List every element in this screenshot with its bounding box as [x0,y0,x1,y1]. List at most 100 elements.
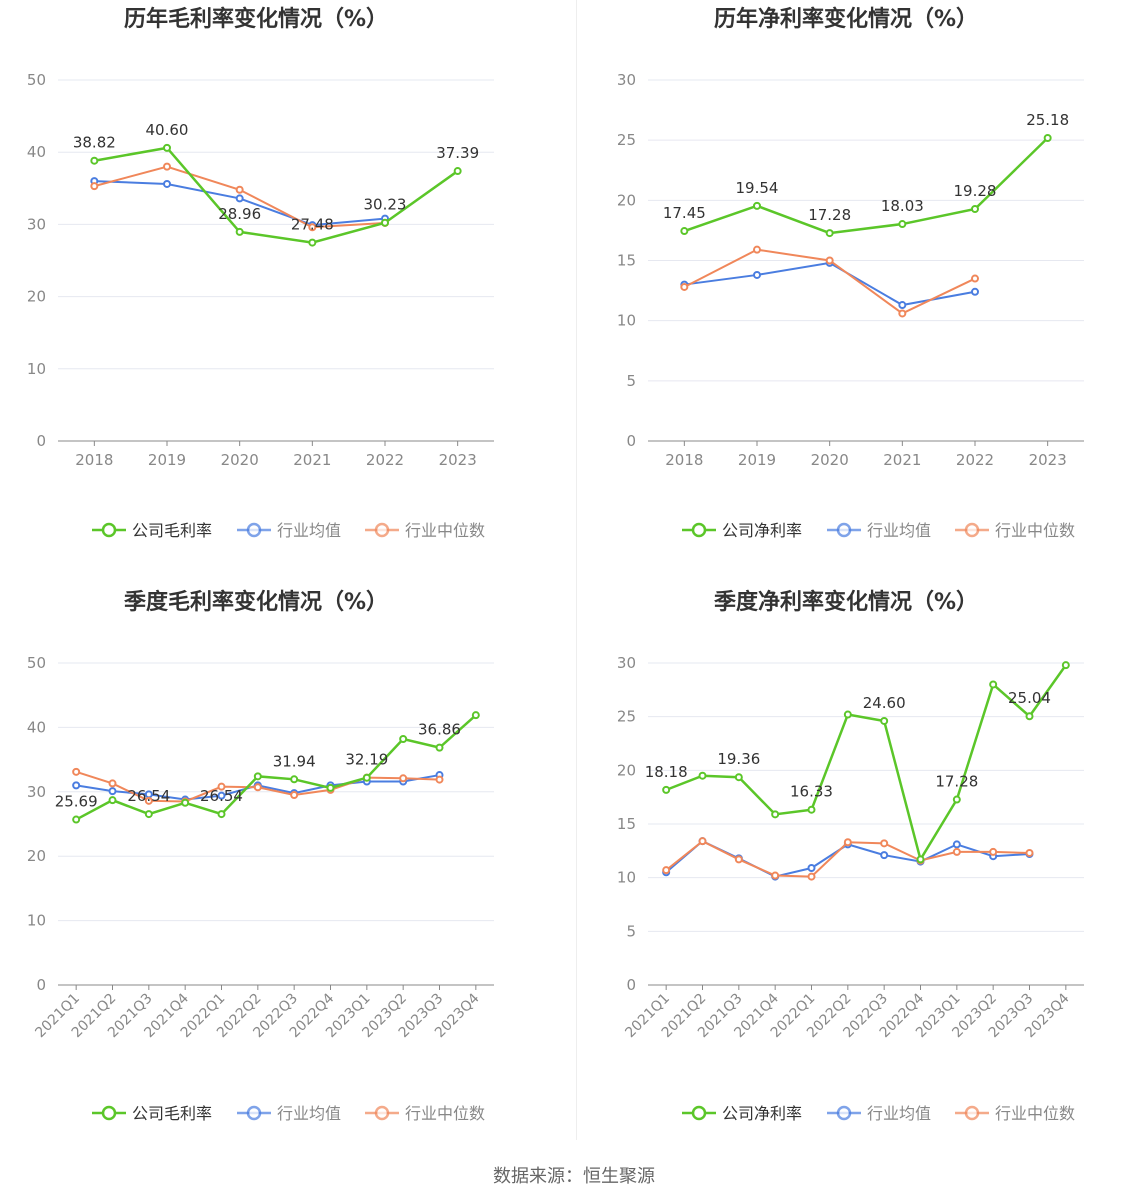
series-line-0 [683,137,1049,235]
series-line-0 [75,714,477,821]
data-label: 31.94 [273,752,316,770]
data-point [898,309,907,318]
y-tick-label: 20 [27,847,46,865]
x-tick-label: 2018 [665,451,703,469]
series-line-0 [94,146,459,244]
legend-label: 行业均值 [867,521,931,540]
data-label: 36.86 [418,721,461,739]
x-tick-label: 2022 [956,451,994,469]
legend-swatch-marker [691,1105,707,1121]
y-tick-label: 10 [617,312,636,330]
data-point [72,815,81,824]
legend-swatch-marker [374,522,390,538]
data-point [108,787,117,796]
data-point [217,782,226,791]
data-point [163,179,171,188]
legend-label: 行业均值 [867,1104,931,1123]
data-point [144,810,153,819]
data-point [90,156,99,165]
annual-net-margin-chart: 历年净利率变化情况（%） 0 5 10 15 20 25 30 2018 2019 2020 2021… [598,0,1148,560]
legend-label: 行业中位数 [405,1104,485,1123]
data-label: 25.69 [55,793,98,811]
data-point [753,270,761,279]
series-line-0 [665,664,1067,863]
data-label: 32.19 [345,751,388,769]
data-point [880,839,889,848]
y-tick-label: 10 [617,869,636,887]
data-point [163,143,171,152]
chart-title: 季度净利率变化情况（%） [714,589,978,615]
data-point [362,773,371,782]
data-point [1061,661,1070,670]
data-point [971,204,979,213]
y-tick-label: 15 [617,252,636,270]
chart-title: 季度毛利率变化情况（%） [124,589,388,615]
data-point [989,847,998,856]
data-point [698,837,707,846]
data-point [308,223,317,232]
y-tick-label: 0 [626,976,636,994]
data-point [662,785,671,794]
data-point [807,805,816,814]
x-tick-label: 2023 [1029,451,1067,469]
data-label: 37.39 [436,144,479,162]
data-label: 25.18 [1026,111,1069,129]
panel-divider [576,0,577,1140]
data-point [217,810,226,819]
y-tick-label: 20 [617,191,636,209]
legend-swatch-marker [101,1105,117,1121]
data-point [181,798,190,807]
data-point [807,872,816,881]
data-point [971,287,979,296]
legend-label: 行业均值 [277,1104,341,1123]
legend-swatch-marker [246,522,262,538]
legend-label: 行业中位数 [405,521,485,540]
y-tick-label: 50 [27,654,46,672]
data-point [843,710,852,719]
x-tick-label: 2019 [738,451,776,469]
y-tick-label: 40 [27,718,46,736]
legend-swatch-marker [964,522,980,538]
data-point [308,238,317,247]
data-label: 17.28 [808,206,851,224]
data-point [72,767,81,776]
y-tick-label: 30 [27,783,46,801]
data-label: 16.33 [790,783,833,801]
data-label: 25.04 [1008,689,1051,707]
data-source-note: 数据来源：恒生聚源 [493,1166,655,1187]
y-tick-label: 30 [27,215,46,233]
data-point [698,771,707,780]
data-point [1043,134,1052,143]
data-point [971,274,979,283]
legend-swatch-marker [836,1105,852,1121]
y-tick-label: 0 [36,432,46,450]
legend-label: 公司毛利率 [132,521,212,540]
y-tick-label: 15 [617,815,636,833]
chart-svg: 历年毛利率变化情况（%） 0 10 20 30 40 50 2018 2019 2020 2021 2… [27,6,494,540]
data-point [952,847,961,856]
data-point [235,185,244,194]
chart-svg: 季度毛利率变化情况（%）010203040502021Q12021Q22021Q… [27,589,494,1123]
legend-label: 公司毛利率 [132,1104,212,1123]
data-point [771,810,780,819]
legend-label: 行业均值 [277,521,341,540]
chart-svg: 历年净利率变化情况（%） 0 5 10 15 20 25 30 2018 2019 2020 2021… [617,6,1084,540]
legend-swatch-marker [246,1105,262,1121]
legend-swatch-marker [691,522,707,538]
legend-label: 行业中位数 [995,1104,1075,1123]
data-point [453,167,462,176]
data-point [825,256,834,265]
data-point [290,791,299,800]
data-point [952,840,961,849]
y-tick-label: 10 [27,360,46,378]
data-point [662,866,671,875]
data-label: 19.36 [717,750,760,768]
x-tick-label: 2020 [811,451,849,469]
y-tick-label: 5 [626,922,636,940]
data-label: 24.60 [863,694,906,712]
y-tick-label: 25 [617,131,636,149]
data-label: 18.03 [881,197,924,215]
data-point [290,775,299,784]
legend-swatch-marker [964,1105,980,1121]
data-label: 18.18 [645,763,688,781]
